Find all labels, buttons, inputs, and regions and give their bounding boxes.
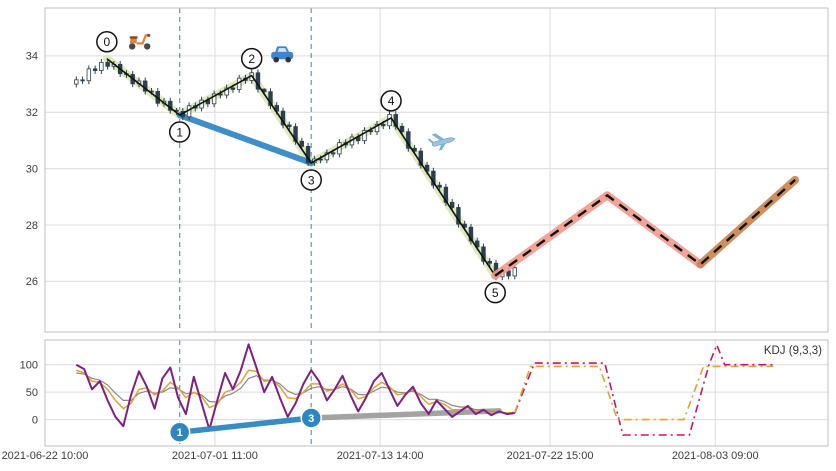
panel-bg — [45, 8, 828, 332]
zigzag-point-marker — [168, 121, 191, 143]
tick-label: 5 — [492, 286, 499, 300]
forecast-dashed-line — [494, 179, 796, 277]
tick-label: 2021-06-22 10:00 — [2, 450, 89, 462]
panel-border — [44, 339, 829, 447]
kdj-point-marker — [300, 407, 322, 429]
zigzag-point-marker — [96, 30, 118, 53]
zigzag-point-marker — [240, 47, 263, 70]
tick-label: 32 — [26, 107, 38, 119]
tick-label: 34 — [26, 51, 38, 63]
tick-label: 2021-07-22 15:00 — [507, 450, 594, 462]
tick-label: 100 — [20, 360, 38, 372]
kdj-forecast-J-forecast — [514, 344, 774, 436]
panel-bg — [45, 340, 828, 446]
tick-label: 2 — [248, 52, 255, 66]
tick-label: 30 — [26, 163, 38, 175]
panel-border — [44, 7, 829, 333]
tick-label: 50 — [26, 387, 38, 399]
car-icon — [271, 46, 294, 63]
tick-label: 2021-07-13 14:00 — [337, 450, 424, 462]
scooter-icon — [129, 33, 151, 50]
plane-icon — [427, 133, 456, 151]
tick-label: 1 — [176, 125, 183, 139]
tick-label: 2021-08-03 09:00 — [672, 450, 759, 462]
zigzag-point-marker — [484, 281, 506, 304]
kdj-trade-segment — [176, 415, 314, 436]
kdj-series-K — [76, 369, 515, 414]
tick-label: 0 — [104, 35, 111, 49]
tick-label: 3 — [308, 413, 314, 425]
zigzag-point-marker — [380, 90, 402, 112]
tick-label: 28 — [26, 220, 38, 232]
tick-label: 0 — [32, 414, 38, 426]
kdj-forecast-K-forecast — [514, 365, 774, 421]
tick-label: 2021-07-01 11:00 — [172, 450, 258, 462]
kdj-gray-segment — [308, 408, 502, 421]
kdj-series-J — [75, 343, 515, 431]
kdj-point-marker — [168, 421, 191, 444]
trade-segment-line — [176, 112, 315, 166]
zigzag-line — [106, 58, 496, 277]
tick-label: 1 — [177, 427, 183, 439]
zigzag-point-marker — [300, 169, 322, 191]
tick-label: 3 — [308, 173, 315, 187]
tick-label: 26 — [26, 276, 38, 288]
kdj-indicator-label: KDJ (9,3,3) — [763, 345, 822, 357]
tick-label: 4 — [388, 94, 395, 108]
